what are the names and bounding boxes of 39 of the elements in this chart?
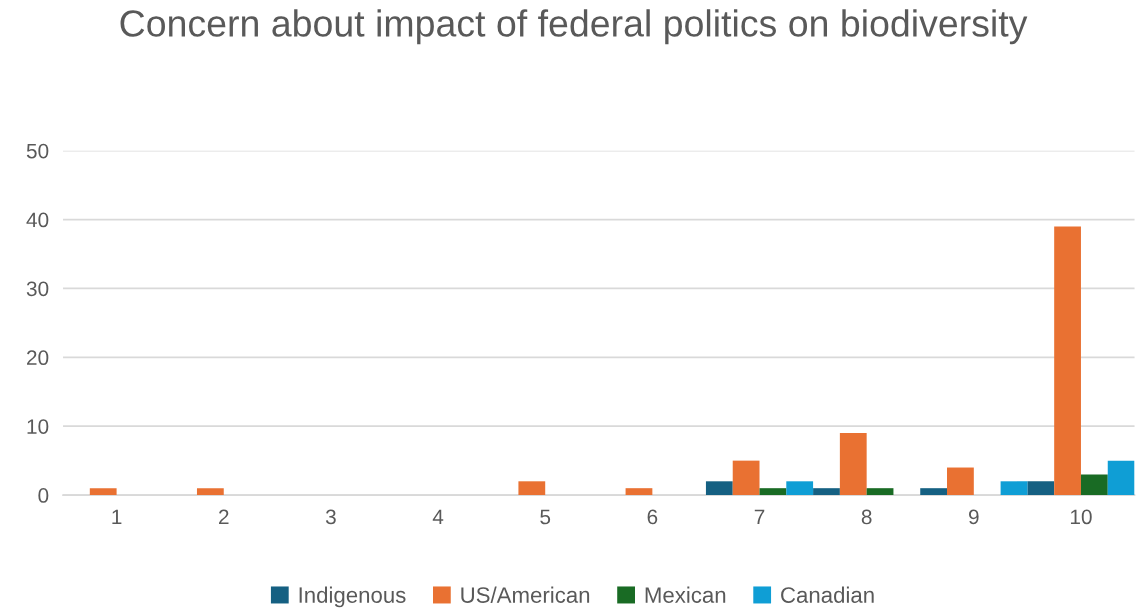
legend-label: Indigenous bbox=[299, 586, 406, 608]
legend-label: US/American bbox=[461, 586, 590, 603]
chart-title: Concern about impact of federal politics on biodiversity bbox=[120, 9, 1028, 45]
bar bbox=[947, 467, 974, 496]
bar bbox=[1054, 226, 1081, 496]
y-tick-label: 30 bbox=[26, 281, 49, 297]
x-tick-label: 1 bbox=[112, 509, 122, 525]
bar bbox=[732, 460, 760, 496]
x-tick-label: 6 bbox=[647, 509, 658, 525]
bar bbox=[625, 488, 653, 496]
x-tick-label: 3 bbox=[325, 509, 336, 525]
y-tick-label: 0 bbox=[38, 488, 49, 503]
x-tick-label: 4 bbox=[432, 509, 444, 525]
bar bbox=[786, 481, 814, 496]
bar bbox=[813, 488, 840, 496]
x-tick-label: 9 bbox=[969, 509, 979, 525]
y-tick-label: 20 bbox=[27, 350, 49, 366]
bar bbox=[1080, 474, 1108, 496]
y-tick-label: 40 bbox=[26, 212, 49, 228]
bar bbox=[196, 488, 224, 496]
bar bbox=[920, 488, 948, 496]
bar bbox=[705, 481, 733, 496]
bar bbox=[1027, 481, 1055, 496]
x-tick-label: 8 bbox=[861, 509, 872, 525]
y-tick-label: 10 bbox=[27, 419, 49, 434]
y-tick-label: 50 bbox=[26, 143, 49, 159]
x-tick-label: 2 bbox=[219, 509, 229, 525]
bar bbox=[866, 488, 894, 496]
bar bbox=[839, 433, 867, 496]
bar bbox=[759, 488, 787, 496]
x-tick-label: 10 bbox=[1070, 509, 1092, 525]
bar bbox=[1000, 481, 1028, 496]
bar bbox=[89, 488, 117, 496]
legend-label: Mexican bbox=[645, 586, 726, 603]
x-tick-label: 7 bbox=[754, 509, 765, 525]
bar bbox=[1107, 460, 1135, 496]
bar bbox=[518, 481, 546, 496]
x-tick-label: 5 bbox=[540, 509, 551, 525]
legend-label: Canadian bbox=[781, 586, 874, 603]
